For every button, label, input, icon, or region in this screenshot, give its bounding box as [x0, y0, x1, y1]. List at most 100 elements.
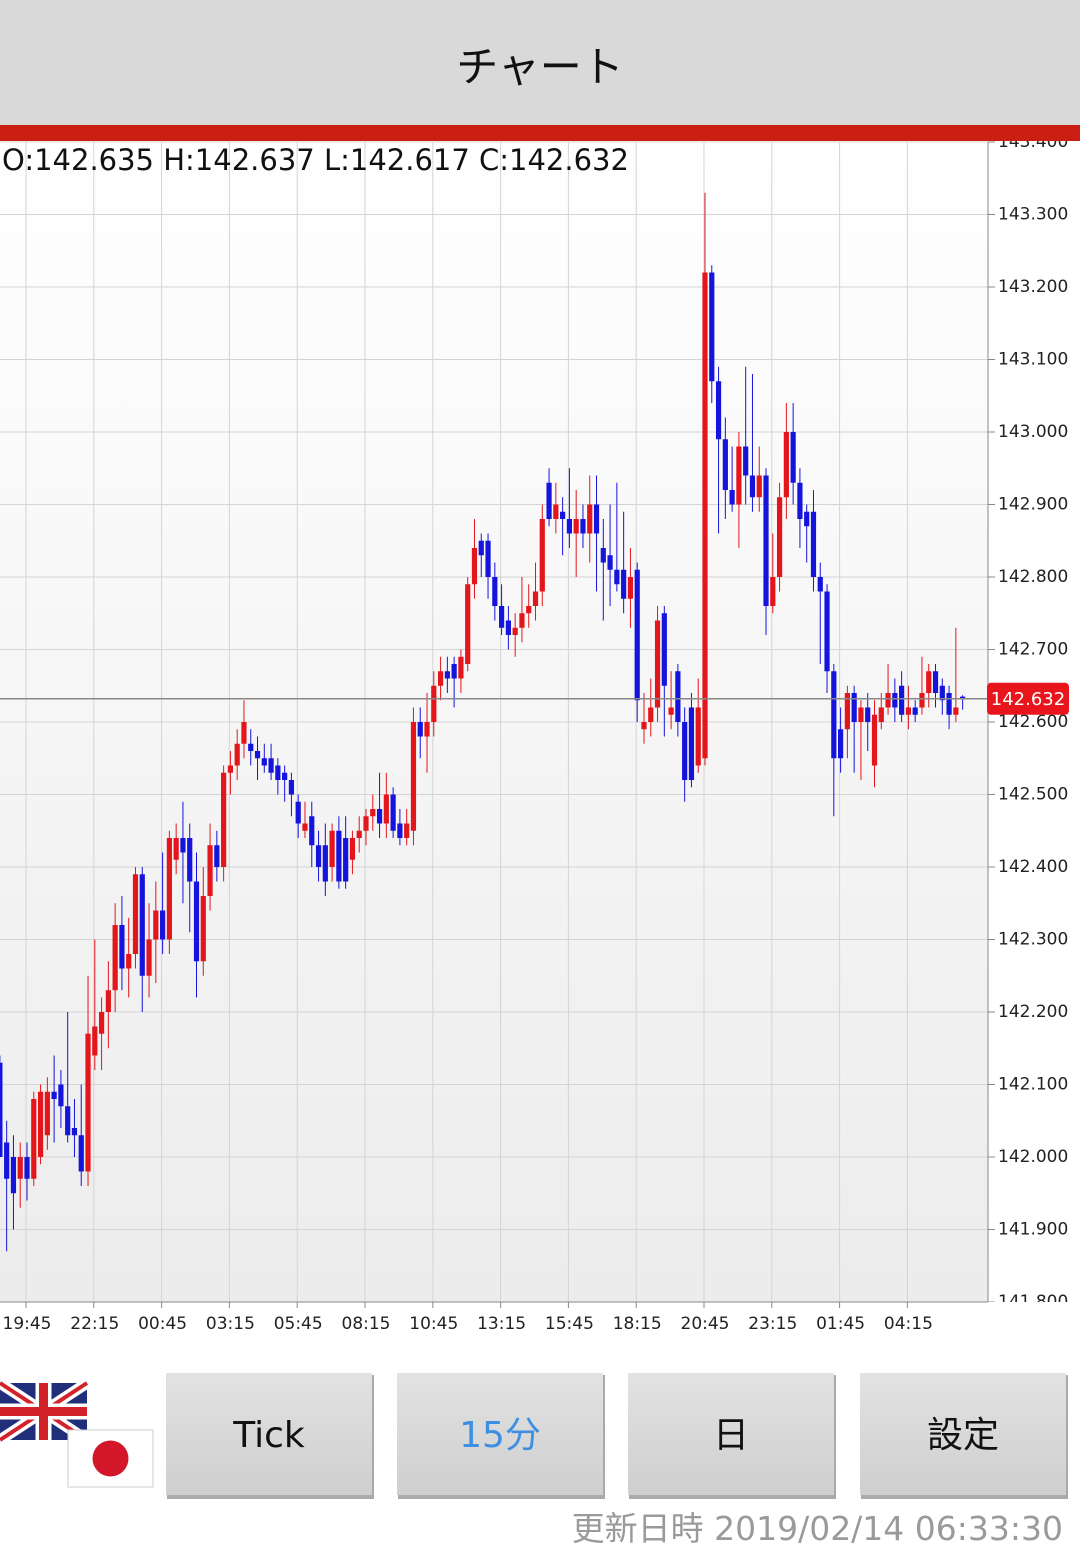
jp-flag[interactable]: [67, 1429, 154, 1488]
button[interactable]: [166, 1373, 372, 1495]
candle-body: [356, 830, 362, 838]
x-tick-label: 10:45: [409, 1314, 458, 1334]
candle-body: [892, 693, 898, 708]
candle-body: [187, 838, 193, 882]
flag-cross-red: [0, 1383, 87, 1440]
candle-body: [139, 874, 145, 976]
y-tick-label: 143.300: [998, 205, 1068, 225]
candle-body: [743, 446, 749, 476]
candle-body: [905, 707, 911, 715]
candle-body: [939, 685, 945, 701]
candle-body: [824, 591, 830, 672]
candle-body: [688, 707, 695, 780]
y-tick-label: 142.400: [998, 857, 1068, 877]
candle-body: [85, 1033, 91, 1172]
candle-body: [207, 845, 213, 896]
candle-body: [343, 838, 349, 882]
candle-body: [838, 729, 844, 759]
candle-body: [465, 584, 471, 664]
x-tick-label: 08:15: [342, 1314, 391, 1334]
candle-body: [593, 504, 600, 534]
candle-body: [471, 548, 478, 585]
last-price-badge: [987, 682, 1069, 715]
candle-body: [729, 490, 735, 505]
candle-body: [499, 606, 505, 628]
flag-disc: [92, 1440, 129, 1477]
candle-body: [146, 939, 152, 976]
candle-body: [783, 432, 789, 498]
y-tick-label: 141.900: [998, 1220, 1068, 1240]
candle-body: [539, 519, 545, 592]
candle-body: [566, 519, 572, 534]
candle-body: [702, 272, 708, 759]
candle-body: [193, 881, 200, 962]
button-label: Tick: [232, 1415, 305, 1456]
candle-body: [288, 780, 295, 795]
candle-body: [532, 591, 539, 606]
candle-body: [661, 613, 667, 686]
candle-body: [10, 1157, 17, 1194]
button-label: 日: [713, 1415, 749, 1456]
candle-body: [166, 838, 172, 940]
candle-body: [804, 511, 810, 527]
x-tick-label: 13:15: [477, 1314, 526, 1334]
candle-body: [275, 765, 281, 780]
candle-body: [98, 1012, 105, 1034]
last-price-label: 142.632: [991, 689, 1065, 710]
y-tick-label: 142.200: [998, 1002, 1068, 1022]
candle-body: [444, 671, 450, 679]
candle-body: [960, 696, 966, 699]
candle-body: [0, 1062, 3, 1157]
candle-body: [363, 816, 369, 831]
accent-bar: [0, 125, 1080, 141]
button[interactable]: [397, 1373, 603, 1495]
candle-body: [451, 664, 457, 679]
y-tick-label: 143.200: [998, 277, 1068, 297]
candle-body: [492, 577, 498, 606]
candle-body: [600, 548, 606, 563]
y-tick-label: 142.600: [998, 712, 1068, 732]
candle-body: [695, 707, 701, 766]
x-tick-label: 23:15: [748, 1314, 797, 1334]
candle-body: [92, 1026, 98, 1056]
candle-body: [180, 838, 186, 853]
candle-body: [885, 693, 891, 708]
candle-body: [654, 620, 661, 708]
candle-body: [295, 801, 301, 824]
candle-body: [254, 751, 261, 759]
ohlc-label: O:142.635 H:142.637 L:142.617 C:142.632: [2, 143, 629, 177]
candle-body: [78, 1135, 84, 1172]
button[interactable]: [860, 1373, 1066, 1495]
candle-body: [770, 577, 776, 606]
y-tick-label: 143.100: [998, 350, 1068, 370]
candle-body: [763, 475, 769, 606]
button[interactable]: [628, 1373, 834, 1495]
candle-body: [648, 707, 654, 722]
candle-body: [912, 707, 918, 715]
candle-body: [709, 272, 715, 382]
candle-body: [329, 830, 335, 867]
candle-body: [587, 504, 593, 534]
candle-body: [682, 722, 688, 780]
candle-body: [410, 722, 417, 831]
candle-body: [790, 432, 796, 483]
candle-body: [553, 504, 559, 519]
candle-body: [926, 671, 932, 693]
candle-body: [119, 925, 125, 969]
candle-body: [736, 446, 742, 505]
y-tick-label: 142.500: [998, 785, 1068, 805]
candle-body: [349, 838, 356, 860]
x-tick-label: 20:45: [681, 1314, 730, 1334]
candle-body: [932, 671, 939, 693]
y-tick-label: 142.800: [998, 567, 1068, 587]
candle-body: [282, 772, 288, 780]
candle-body: [424, 722, 430, 737]
candle-body: [241, 722, 247, 744]
candle-body: [58, 1084, 64, 1107]
candle-body: [234, 743, 240, 766]
candle-body: [899, 685, 905, 715]
candle-body: [817, 577, 823, 592]
candle-body: [132, 874, 139, 954]
candle-body: [485, 540, 491, 577]
